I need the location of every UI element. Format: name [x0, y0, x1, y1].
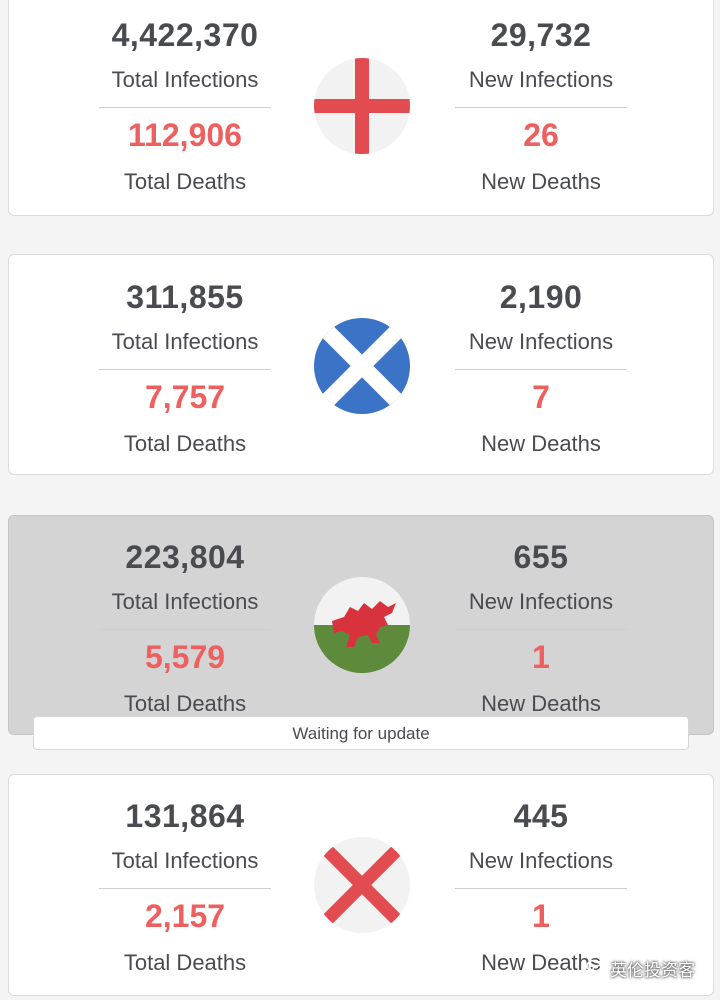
total-infections-value: 223,804 — [125, 539, 245, 575]
saltire-flag-icon — [314, 837, 410, 933]
divider — [99, 629, 271, 630]
total-deaths-value: 5,579 — [144, 639, 226, 675]
total-deaths-value: 7,757 — [144, 379, 226, 415]
total-deaths-label: Total Deaths — [123, 950, 247, 975]
new-deaths-label: New Deaths — [481, 950, 601, 975]
new-deaths-value: 1 — [532, 898, 550, 934]
england-flag-icon — [314, 58, 410, 154]
region-card-wales: 223,804 Total Infections 5,579 Total Dea… — [8, 515, 714, 735]
divider — [455, 888, 627, 889]
watermark: 英伦投资客 — [580, 955, 701, 981]
divider — [99, 888, 271, 889]
new-infections-value: 655 — [513, 539, 569, 575]
total-infections-value: 131,864 — [125, 798, 245, 834]
divider — [99, 369, 271, 370]
total-deaths-label: Total Deaths — [123, 169, 247, 194]
divider — [455, 107, 627, 108]
total-deaths-label: Total Deaths — [123, 431, 247, 456]
new-infections-value: 29,732 — [490, 17, 592, 53]
new-deaths-label: New Deaths — [481, 691, 601, 716]
new-deaths-value: 1 — [532, 639, 550, 675]
region-card-northern-ireland: 131,864 Total Infections 2,157 Total Dea… — [8, 774, 714, 996]
new-deaths-label: New Deaths — [481, 169, 601, 194]
scotland-flag-icon — [314, 318, 410, 414]
total-infections-value: 4,422,370 — [111, 17, 259, 53]
wechat-icon — [586, 959, 606, 976]
divider — [455, 369, 627, 370]
new-deaths-value: 7 — [532, 379, 550, 415]
waiting-for-update-status: Waiting for update — [33, 716, 689, 750]
total-deaths-label: Total Deaths — [123, 691, 247, 716]
new-infections-value: 2,190 — [499, 279, 583, 315]
total-deaths-value: 2,157 — [144, 898, 226, 934]
total-infections-label: Total Infections — [111, 329, 259, 354]
region-card-scotland: 311,855 Total Infections 7,757 Total Dea… — [8, 254, 714, 475]
total-infections-label: Total Infections — [111, 848, 259, 873]
total-infections-value: 311,855 — [126, 279, 244, 315]
new-deaths-value: 26 — [523, 117, 559, 153]
total-deaths-value: 112,906 — [128, 117, 242, 153]
new-infections-label: New Infections — [468, 589, 614, 614]
new-infections-label: New Infections — [468, 67, 614, 92]
watermark-text: 英伦投资客 — [610, 960, 695, 980]
new-deaths-label: New Deaths — [481, 431, 601, 456]
new-infections-value: 445 — [513, 798, 569, 834]
divider — [455, 629, 627, 630]
new-infections-label: New Infections — [468, 848, 614, 873]
region-card-england: 4,422,370 Total Infections 112,906 Total… — [8, 0, 714, 216]
divider — [99, 107, 271, 108]
total-infections-label: Total Infections — [111, 589, 259, 614]
wales-flag-icon — [314, 577, 410, 673]
new-infections-label: New Infections — [468, 329, 614, 354]
total-infections-label: Total Infections — [111, 67, 259, 92]
